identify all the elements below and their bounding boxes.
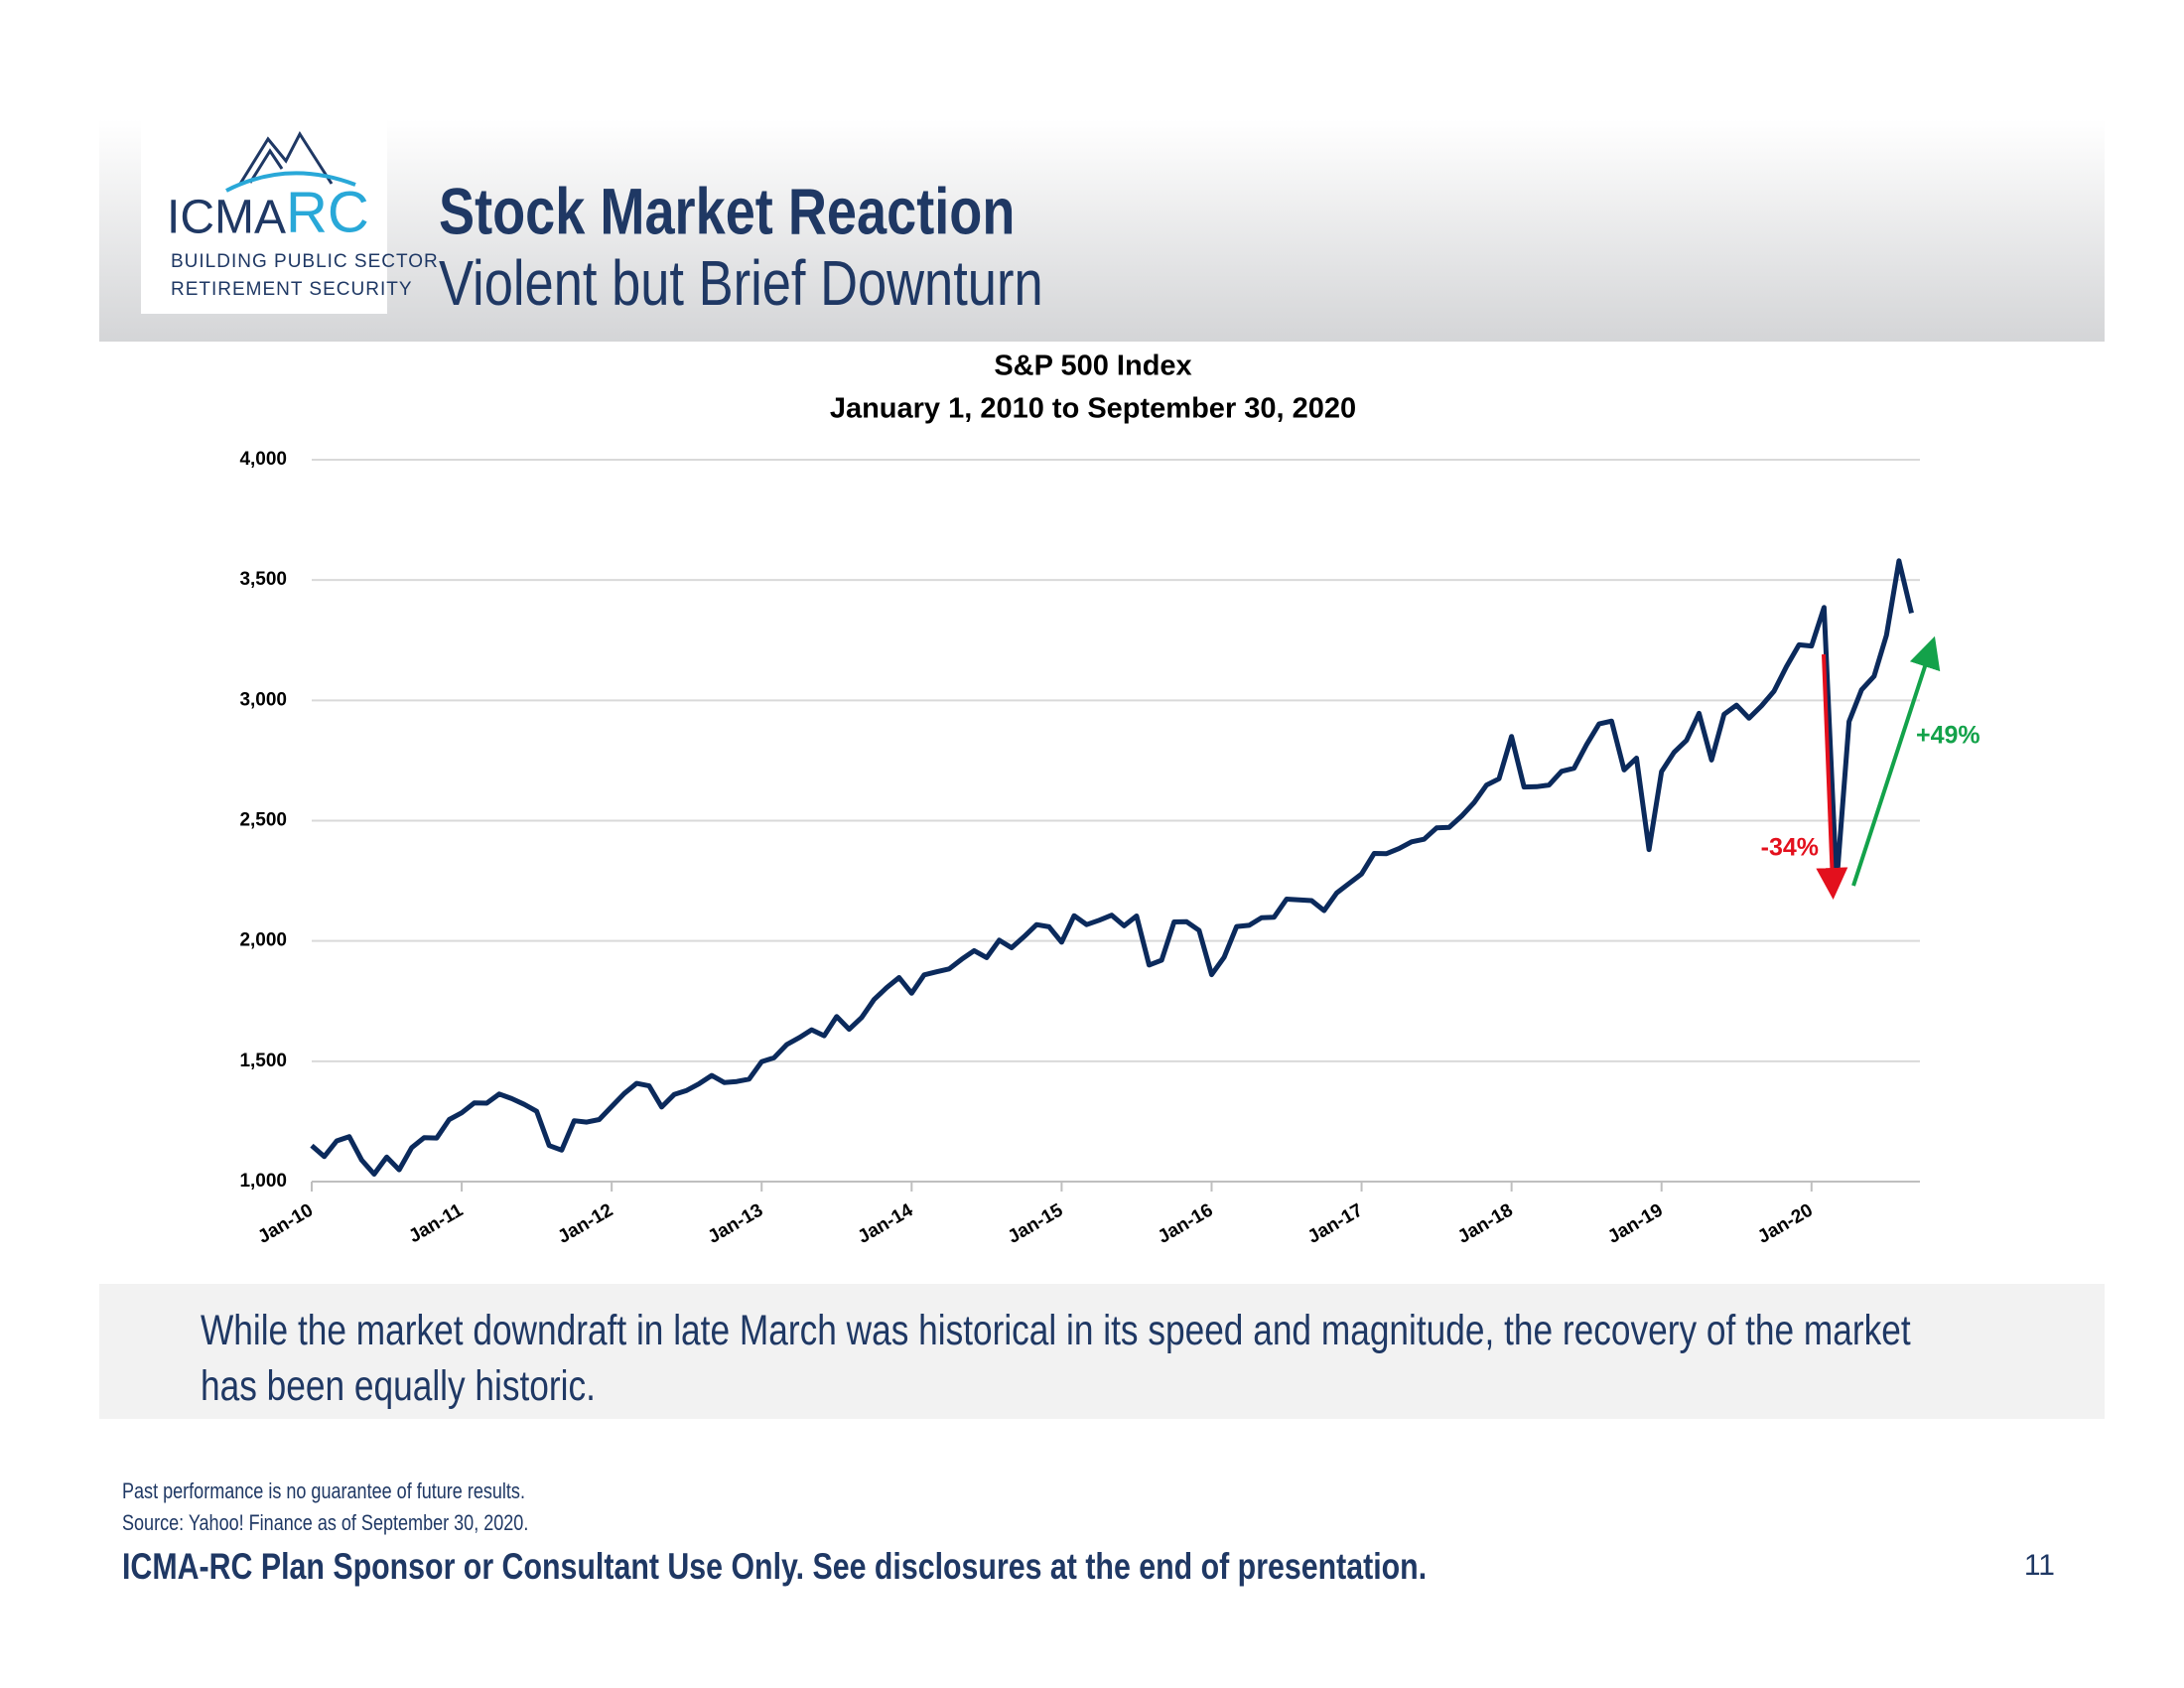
logo-name: RC — [286, 180, 369, 244]
x-tick-label: Jan-19 — [1604, 1199, 1667, 1247]
slide-subtitle: Violent but Brief Downturn — [439, 248, 1043, 319]
y-tick-label: 2,500 — [239, 810, 287, 831]
x-tick-label: Jan-17 — [1304, 1199, 1367, 1247]
x-tick-label: Jan-12 — [555, 1199, 617, 1247]
logo-tagline: BUILDING PUBLIC SECTOR — [171, 251, 439, 272]
y-tick-label: 1,500 — [239, 1051, 287, 1071]
logo-box — [141, 119, 387, 314]
x-tick-label: Jan-11 — [405, 1199, 467, 1247]
page-number: 11 — [2024, 1549, 2055, 1582]
x-tick-label: Jan-15 — [1005, 1199, 1067, 1248]
y-tick-label: 3,000 — [239, 689, 287, 710]
disclaimer: ICMA-RC Plan Sponsor or Consultant Use O… — [122, 1546, 1427, 1588]
chart-title: S&P 500 Index — [994, 351, 1191, 382]
x-tick-label: Jan-20 — [1754, 1199, 1817, 1247]
y-tick-label: 4,000 — [239, 449, 287, 470]
logo-tagline: RETIREMENT SECURITY — [171, 279, 413, 300]
drop-arrow — [1816, 653, 1848, 900]
y-tick-label: 1,000 — [239, 1171, 287, 1192]
y-tick-label: 2,000 — [239, 930, 287, 951]
caption-box — [99, 1284, 2105, 1419]
slide-title: Stock Market Reaction — [439, 174, 1015, 247]
x-tick-label: Jan-18 — [1454, 1199, 1517, 1247]
y-tick-label: 3,500 — [239, 569, 287, 590]
annotation: +49% — [1916, 722, 1980, 750]
footnote: Source: Yahoo! Finance as of September 3… — [122, 1511, 528, 1535]
caption-text: While the market downdraft in late March… — [201, 1307, 1911, 1410]
x-tick-label: Jan-16 — [1155, 1199, 1217, 1247]
logo-mark — [225, 131, 356, 193]
x-tick-label: Jan-13 — [705, 1199, 767, 1247]
rise-arrow — [1851, 635, 1941, 887]
header-band — [99, 119, 2105, 342]
index-line — [310, 558, 1914, 1177]
annotation: -34% — [1761, 834, 1819, 862]
chart-subtitle: January 1, 2010 to September 30, 2020 — [830, 393, 1356, 425]
footnote: Past performance is no guarantee of futu… — [122, 1479, 525, 1503]
logo-name: ICMA — [167, 192, 286, 244]
x-tick-label: Jan-10 — [254, 1199, 317, 1247]
x-tick-label: Jan-14 — [855, 1199, 917, 1248]
